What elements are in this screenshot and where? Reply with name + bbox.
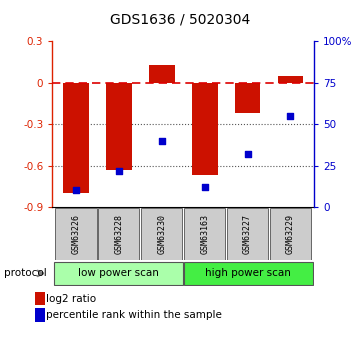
Text: protocol: protocol	[4, 268, 46, 278]
FancyBboxPatch shape	[98, 208, 139, 260]
Bar	[192, 83, 218, 175]
Text: log2 ratio: log2 ratio	[46, 294, 96, 304]
Text: percentile rank within the sample: percentile rank within the sample	[46, 310, 222, 320]
Text: GSM63163: GSM63163	[200, 214, 209, 254]
Text: GSM63230: GSM63230	[157, 214, 166, 254]
FancyBboxPatch shape	[227, 208, 268, 260]
Point	[159, 138, 165, 144]
Bar	[278, 76, 303, 83]
Point	[245, 151, 251, 157]
Bar	[106, 83, 132, 170]
Bar	[235, 83, 260, 113]
Text: high power scan: high power scan	[205, 268, 291, 278]
Text: GDS1636 / 5020304: GDS1636 / 5020304	[110, 12, 251, 26]
Text: GSM63227: GSM63227	[243, 214, 252, 254]
Bar	[63, 83, 89, 193]
FancyBboxPatch shape	[55, 208, 96, 260]
Point	[116, 168, 122, 173]
Bar	[35, 308, 45, 322]
Point	[73, 188, 79, 193]
Bar	[35, 292, 45, 305]
FancyBboxPatch shape	[270, 208, 311, 260]
FancyBboxPatch shape	[184, 262, 313, 285]
Text: GSM63226: GSM63226	[71, 214, 81, 254]
FancyBboxPatch shape	[141, 208, 182, 260]
Point	[202, 184, 208, 190]
Point	[288, 113, 293, 119]
Bar	[149, 65, 175, 83]
Text: low power scan: low power scan	[78, 268, 159, 278]
Text: GSM63229: GSM63229	[286, 214, 295, 254]
FancyBboxPatch shape	[184, 208, 225, 260]
FancyBboxPatch shape	[55, 262, 183, 285]
Text: GSM63228: GSM63228	[114, 214, 123, 254]
